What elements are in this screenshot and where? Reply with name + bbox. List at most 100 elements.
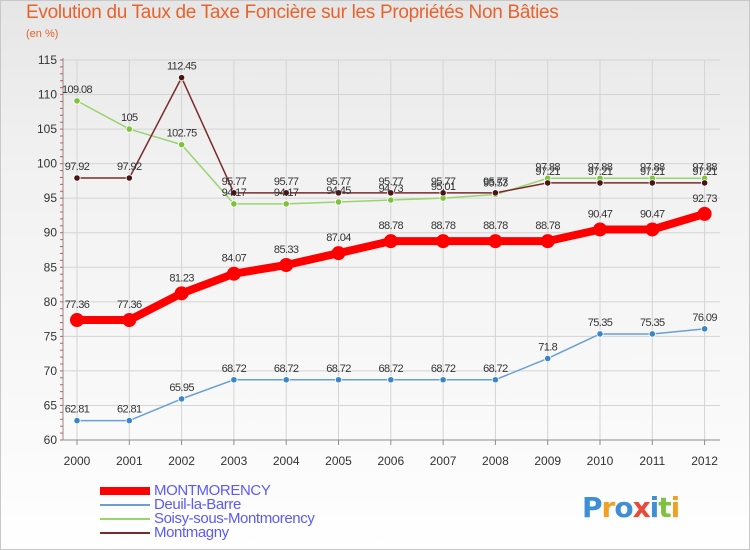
data-label: 92.73	[692, 193, 717, 205]
data-label: 109.08	[62, 84, 93, 96]
chart-title: Evolution du Taux de Taxe Foncière sur l…	[26, 2, 559, 23]
data-point	[73, 174, 81, 182]
data-label: 88.78	[483, 220, 508, 232]
data-point	[230, 189, 238, 197]
data-point	[178, 395, 186, 403]
logo-letter: i	[670, 491, 681, 524]
data-point	[439, 189, 447, 197]
logo-letter: o	[614, 491, 633, 524]
data-point	[648, 330, 656, 338]
data-point	[700, 179, 709, 187]
data-label: 75.35	[640, 317, 665, 329]
logo-letter: r	[601, 491, 616, 524]
data-label: 97.88	[535, 161, 560, 173]
data-point	[282, 189, 290, 197]
data-label: 112.45	[167, 61, 197, 73]
y-tick-label: 105	[37, 122, 57, 136]
x-tick-label: 2005	[325, 454, 352, 468]
data-point	[645, 222, 660, 237]
y-tick-label: 95	[44, 191, 58, 205]
data-point	[540, 234, 555, 249]
y-tick-label: 70	[44, 364, 58, 378]
x-tick-label: 2003	[221, 454, 248, 468]
data-label: 97.92	[65, 161, 90, 173]
data-point	[174, 286, 189, 301]
y-tick-label: 60	[44, 433, 58, 447]
data-label: 84.07	[222, 253, 247, 265]
proxiti-logo: Proxiti	[582, 491, 681, 524]
y-tick-label: 75	[44, 329, 58, 343]
data-label: 97.21	[588, 166, 613, 178]
data-point	[700, 325, 709, 333]
legend-swatch	[100, 504, 150, 506]
data-label: 65.95	[169, 382, 194, 394]
data-point	[596, 330, 604, 338]
legend-swatch	[100, 518, 150, 520]
data-point	[125, 125, 133, 133]
data-point	[648, 179, 656, 187]
data-point	[544, 354, 552, 363]
data-label: 95.77	[274, 176, 299, 188]
data-label: 77.36	[117, 299, 142, 311]
data-point	[697, 206, 712, 221]
data-label: 95.77	[483, 176, 508, 188]
data-point	[383, 234, 398, 249]
data-label: 102.75	[167, 128, 198, 140]
x-tick-label: 2004	[273, 454, 300, 468]
x-tick-label: 2012	[691, 454, 718, 468]
legend-label: Montmagny	[154, 524, 229, 541]
data-label: 94.45	[326, 185, 351, 197]
x-tick-label: 2000	[64, 454, 91, 468]
data-point	[226, 266, 241, 281]
data-point	[125, 416, 133, 425]
y-tick-label: 90	[44, 226, 58, 240]
x-tick-label: 2009	[534, 454, 561, 468]
data-point	[230, 376, 238, 384]
series-layer	[70, 74, 712, 425]
data-label: 68.72	[483, 363, 508, 375]
data-point	[334, 198, 343, 206]
data-label: 68.72	[326, 363, 351, 375]
data-point	[122, 313, 137, 328]
data-point	[282, 200, 290, 208]
x-tick-label: 2010	[587, 454, 614, 468]
y-tick-label: 80	[44, 295, 58, 309]
data-label: 76.09	[692, 312, 717, 324]
data-point	[73, 97, 81, 105]
axes: 60 65 70 75 80 85 90 95 100 105 110 115 2000 2001 2002…	[37, 53, 720, 468]
legend-label: MONTMORENCY	[154, 482, 271, 499]
data-label: 85.33	[274, 244, 299, 256]
data-label: 75.35	[588, 317, 613, 329]
data-label: 88.78	[535, 220, 560, 232]
data-label: 105	[121, 112, 138, 124]
data-labels-layer: 62.81 62.81 65.95 68.72 68.72 68.72 68.72 68.72…	[62, 61, 718, 416]
data-label: 97.88	[692, 161, 717, 173]
data-point	[439, 376, 447, 384]
data-label: 94.17	[274, 187, 299, 199]
data-point	[593, 222, 607, 237]
data-label: 95.01	[431, 181, 456, 193]
data-label: 68.72	[274, 363, 299, 375]
data-label: 95.77	[431, 176, 456, 188]
data-label: 87.04	[326, 232, 351, 244]
data-label: 95.77	[222, 176, 247, 188]
data-label: 81.23	[169, 272, 194, 284]
data-point	[279, 257, 294, 272]
data-label: 62.81	[117, 404, 142, 416]
x-tick-label: 2006	[377, 454, 404, 468]
data-point	[488, 234, 503, 249]
data-label: 97.21	[535, 166, 560, 178]
data-label: 94.73	[379, 183, 404, 195]
data-point	[387, 189, 395, 197]
data-label: 71.8	[538, 341, 557, 353]
data-label: 77.36	[65, 299, 90, 311]
data-point	[544, 179, 552, 187]
logo-letter: i	[649, 491, 660, 524]
legend-label: Soisy-sous-Montmorency	[154, 510, 315, 527]
data-label: 88.78	[431, 220, 456, 232]
legend-label: Deuil-la-Barre	[154, 496, 241, 513]
logo-letter: x	[632, 491, 651, 524]
data-label: 88.78	[379, 220, 404, 232]
y-tick-label: 100	[37, 157, 57, 171]
data-label: 97.92	[117, 161, 142, 173]
